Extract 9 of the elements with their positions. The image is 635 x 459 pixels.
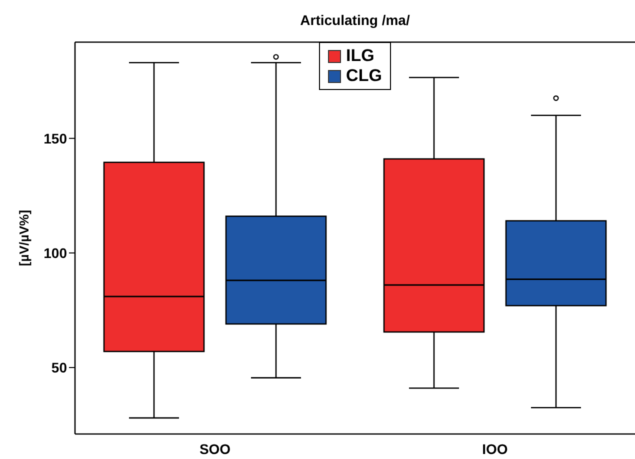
y-axis-title: [µV/µV%] [16, 210, 32, 266]
y-tick-label: 150 [44, 130, 68, 146]
y-tick-label: 50 [51, 360, 68, 376]
x-tick-label: IOO [482, 440, 508, 457]
legend-label: ILG [346, 46, 374, 66]
chart-title: Articulating /ma/ [299, 12, 411, 28]
legend-label: CLG [346, 66, 382, 86]
x-tick-label: SOO [199, 440, 231, 457]
y-tick-label: 100 [44, 244, 68, 261]
